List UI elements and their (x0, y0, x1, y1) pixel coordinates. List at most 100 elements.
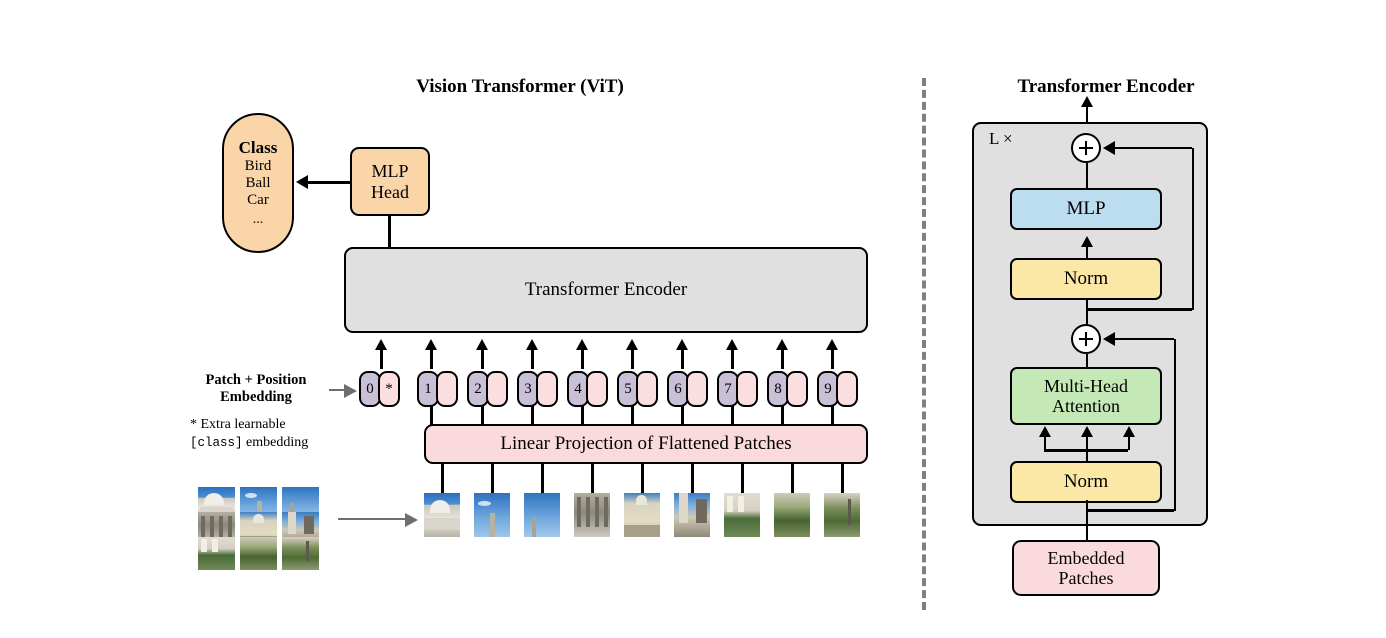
residual-top-branch-hline-top (1114, 146, 1192, 150)
attention-to-add-line (1085, 354, 1089, 368)
token-patch-2 (486, 371, 508, 407)
encoder-title: Transformer Encoder (1017, 76, 1195, 97)
qkv-center-arrowhead (1080, 426, 1093, 437)
qkv-left-arrowhead (1038, 426, 1051, 437)
patch-to-proj-line-9 (841, 463, 844, 493)
embedding-label-line1: Patch + Position (205, 372, 307, 388)
token-arrow-stem-7 (731, 350, 734, 369)
mlp-head-to-class-arrowhead (296, 175, 308, 189)
linear-projection-label: Linear Projection of Flattened Patches (500, 433, 792, 455)
token-patch-8 (786, 371, 808, 407)
token-arrow-stem-6 (681, 350, 684, 369)
patch-to-proj-line-8 (791, 463, 794, 493)
patch-to-proj-line-2 (491, 463, 494, 493)
token-arrow-stem-8 (781, 350, 784, 369)
norm-top-to-mlp-arrowhead (1080, 236, 1093, 247)
proj-to-token-line-4 (581, 405, 584, 425)
grid-to-sequence-arrow-head (405, 512, 418, 527)
token-arrow-stem-5 (631, 350, 634, 369)
class-item-bird: Bird (244, 158, 272, 175)
class-output-box: Class Bird Ball Car ... (222, 113, 294, 253)
token-arrow-stem-0 (380, 350, 383, 369)
token-arrow-stem-2 (481, 350, 484, 369)
patch-to-proj-line-1 (441, 463, 444, 493)
patch-to-proj-line-7 (741, 463, 744, 493)
mlp-block-label: MLP (1066, 198, 1106, 220)
encoder-to-mlp-head-line (388, 216, 391, 249)
proj-to-token-line-2 (481, 405, 484, 425)
token-patch-9 (836, 371, 858, 407)
transformer-encoder-label: Transformer Encoder (524, 279, 688, 301)
token-arrow-head-2 (476, 339, 488, 350)
token-patch-4 (586, 371, 608, 407)
residual-add-bottom (1071, 324, 1101, 354)
patch-position-embedding-label: Patch + Position Embedding (186, 372, 326, 406)
residual-bottom-branch-hline-top (1114, 337, 1174, 341)
patch-to-proj-line-5 (641, 463, 644, 493)
residual-bottom-arrowhead (1103, 332, 1115, 346)
embedded-patches-block: Embedded Patches (1012, 540, 1160, 596)
norm-top-down-stem (1085, 299, 1089, 325)
mlp-head-to-class-line (306, 181, 350, 184)
qkv-center-stem (1085, 437, 1089, 466)
sequence-patch-3 (524, 493, 560, 537)
source-patch-r3c2 (240, 537, 277, 570)
sequence-patch-4 (574, 493, 610, 537)
class-item-car: Car (247, 192, 269, 209)
class-token-tail: embedding (242, 434, 309, 450)
proj-to-token-line-5 (631, 405, 634, 425)
extra-learnable-line1: * Extra learnable (190, 417, 286, 432)
mlp-head-box: MLP Head (350, 147, 430, 216)
sequence-patch-2 (474, 493, 510, 537)
token-class-star: * (378, 371, 400, 407)
mlp-head-line2: Head (371, 181, 409, 202)
embedding-pointer-arrow-head (344, 383, 357, 398)
norm-top-block-label: Norm (1063, 268, 1109, 290)
repeat-count-label: L × (989, 129, 1013, 148)
token-patch-7 (736, 371, 758, 407)
embedded-patches-line1: Embedded (1047, 547, 1125, 568)
norm-bottom-block-label: Norm (1063, 471, 1109, 493)
token-arrow-head-6 (676, 339, 688, 350)
proj-to-token-line-9 (831, 405, 834, 425)
panel-divider (922, 78, 926, 610)
proj-to-token-line-7 (731, 405, 734, 425)
embedded-to-norm-line (1085, 500, 1089, 541)
token-arrow-head-1 (425, 339, 437, 350)
vit-title: Vision Transformer (ViT) (416, 76, 624, 97)
token-arrow-head-5 (626, 339, 638, 350)
class-token-mono: [class] (190, 435, 243, 450)
sequence-patch-7 (724, 493, 760, 537)
residual-top-branch-hline-bottom (1086, 308, 1192, 311)
attention-line1: Multi-Head (1044, 375, 1128, 396)
embedding-label-line2: Embedding (220, 389, 292, 406)
sequence-patch-9 (824, 493, 860, 537)
multi-head-attention-block: Multi-Head Attention (1010, 367, 1162, 425)
sequence-patch-5 (624, 493, 660, 537)
encoder-output-line (1085, 105, 1089, 129)
token-arrow-head-0 (375, 339, 387, 350)
qkv-left-stem (1043, 437, 1047, 450)
norm-bottom-block: Norm (1010, 461, 1162, 503)
patch-to-proj-line-3 (541, 463, 544, 493)
norm-top-to-mlp-stem (1085, 247, 1089, 261)
patch-to-proj-line-6 (691, 463, 694, 493)
token-patch-6 (686, 371, 708, 407)
encoder-output-arrowhead (1080, 96, 1093, 107)
embedded-patches-line2: Patches (1058, 568, 1114, 588)
token-arrow-head-9 (826, 339, 838, 350)
token-arrow-head-7 (726, 339, 738, 350)
mlp-to-add-line (1085, 163, 1089, 189)
attention-line2: Attention (1052, 396, 1120, 416)
embedding-pointer-arrow-body (329, 389, 345, 392)
token-arrow-head-4 (576, 339, 588, 350)
token-arrow-stem-3 (531, 350, 534, 369)
patch-to-proj-line-4 (591, 463, 594, 493)
residual-bottom-branch-vline (1173, 339, 1177, 511)
residual-bottom-branch-hline-bottom (1086, 509, 1174, 512)
proj-to-token-line-3 (531, 405, 534, 425)
qkv-right-stem (1127, 437, 1131, 450)
source-patch-r3c1 (198, 537, 235, 570)
token-arrow-stem-9 (831, 350, 834, 369)
extra-learnable-note: * Extra learnable [class] embedding (190, 416, 340, 452)
